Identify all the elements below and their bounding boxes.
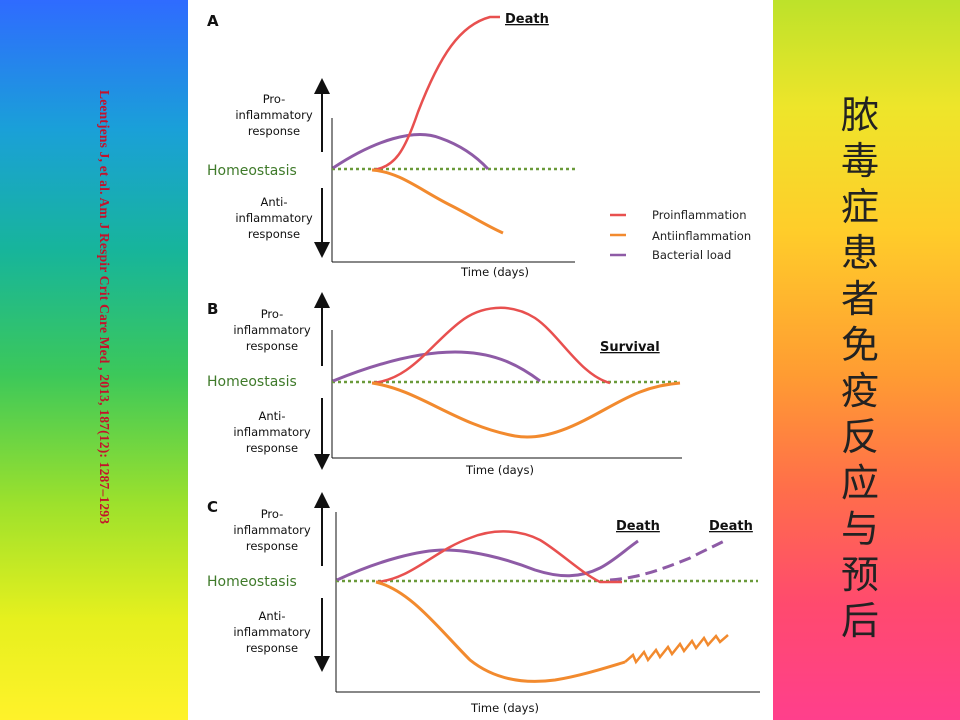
legend-anti-label: Antiinflammation [652,229,751,243]
panel-b-bacterial-load-curve [332,350,541,383]
citation: Leentjens J, et al. Am J Respir Crit Car… [97,90,112,525]
panel-c-x-label: Time (days) [470,701,539,715]
panel-a-label: A [207,12,219,30]
panel-b-anti-line2: inflammatory [233,425,310,439]
panel-a-antiinflammation-curve [371,168,504,235]
panel-b-antiinflammation-curve [371,381,681,439]
panel-b: B Pro- inflammatory response Homeostasis… [207,292,682,477]
left-gradient-panel [0,0,188,720]
panel-b-anti-line1: Anti- [258,409,285,423]
legend-bacteria-label: Bacterial load [652,248,731,262]
panel-a-pro-line2: inflammatory [235,108,312,122]
panel-c-antiinflammation-jagged [624,633,729,665]
panel-a-x-label: Time (days) [460,265,529,279]
panel-b-pro-line1: Pro- [261,307,284,321]
panel-b-anti-line3: response [246,441,298,455]
panel-c-bacterial-load-dashed [609,537,729,582]
panel-c-bacterial-load-curve [336,539,639,582]
panel-a-proinflammation-curve [371,15,500,172]
panel-c-pro-line3: response [246,539,298,553]
panel-b-homeostasis: Homeostasis [207,374,297,390]
panel-c-label: C [207,498,218,516]
panel-c-anti-line2: inflammatory [233,625,310,639]
right-gradient-panel [773,0,960,720]
panel-a-outcome: Death [505,12,549,27]
panel-a-anti-line1: Anti- [260,195,287,209]
panel-b-pro-line3: response [246,339,298,353]
panel-c-proinflammation-curve [375,530,622,584]
slide-title: 脓 毒 症 患 者 免 疫 反 应 与 预 后 [840,93,879,643]
panel-c-anti-line1: Anti- [258,609,285,623]
figure-area [188,0,773,720]
panel-c-antiinflammation-curve [375,580,626,683]
panel-c-pro-line1: Pro- [261,507,284,521]
panel-c-outcome-2: Death [709,519,753,534]
panel-c-anti-line3: response [246,641,298,655]
panel-c-homeostasis: Homeostasis [207,574,297,590]
panel-c-pro-line2: inflammatory [233,523,310,537]
panel-c-outcome-1: Death [616,519,660,534]
panel-b-pro-line2: inflammatory [233,323,310,337]
panel-b-x-label: Time (days) [465,463,534,477]
panel-a: A Pro- inflammatory response Homeostasis… [207,12,751,279]
panel-a-anti-line3: response [248,227,300,241]
panel-b-outcome: Survival [600,340,660,355]
panel-b-proinflammation-curve [371,306,611,385]
legend-pro-label: Proinflammation [652,208,747,222]
panel-a-bacterial-load-curve [332,133,490,171]
panel-c: C Pro- inflammatory response Homeostasis… [207,492,760,715]
panel-a-homeostasis: Homeostasis [207,163,297,179]
panel-b-label: B [207,300,218,318]
panel-a-anti-line2: inflammatory [235,211,312,225]
panel-a-pro-line3: response [248,124,300,138]
panel-a-pro-line1: Pro- [263,92,286,106]
